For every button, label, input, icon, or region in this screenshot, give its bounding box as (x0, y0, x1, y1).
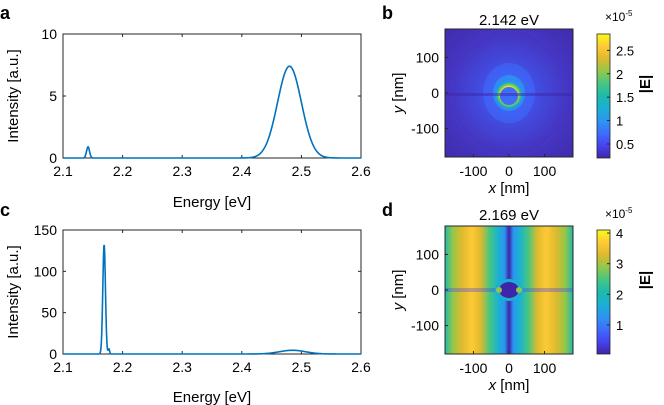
colorbar-tick-label: 0.5 (616, 137, 634, 152)
plot-frame-c (62, 229, 362, 355)
x-tick-label: 100 (533, 360, 557, 376)
x-axis-label-d: x [nm] (488, 377, 530, 394)
colorbar-tick-label: 2 (616, 67, 623, 82)
colorbar-b (596, 33, 611, 159)
plot-frame-a (62, 33, 362, 159)
colorbar-exponent-d: ×10-5 (605, 206, 633, 221)
y-axis-label-a: Intensity [a.u.] (5, 49, 22, 142)
x-tick-label: 2.2 (113, 359, 133, 375)
x-tick-label: 0 (505, 163, 513, 179)
y-tick-label: -100 (411, 121, 439, 137)
x-tick-label: 2.2 (113, 163, 133, 179)
colorbar-tick-label: 1 (616, 318, 623, 333)
y-axis-label-d: y [nm] (390, 270, 407, 312)
panel-label-a: a (0, 3, 11, 23)
y-tick-label: 5 (49, 88, 57, 104)
field-map-d: 2.169 eV -100 0 100 100 0 -100 x [nm] y [nm]… (390, 206, 654, 394)
x-tick-label: 2.1 (53, 163, 73, 179)
field-map-b: 2.142 eV -100 0 100 100 0 -100 x [nm] y [nm]… (390, 9, 654, 197)
x-tick-label: -100 (459, 163, 487, 179)
y-tick-label: 150 (34, 222, 58, 238)
x-tick-label: 2.6 (351, 163, 371, 179)
spectrum-line-a (63, 65, 361, 159)
heatmap-image-d (445, 226, 573, 354)
x-tick-label: 0 (505, 360, 513, 376)
panel-label-b: b (382, 3, 393, 23)
x-tick-label: -100 (459, 360, 487, 376)
y-tick-label: 0 (431, 282, 439, 298)
y-axis-label-b: y [nm] (390, 73, 407, 115)
y-tick-label: 100 (416, 246, 440, 262)
x-axis-label-b: x [nm] (488, 180, 530, 197)
x-axis-label-a: Energy [eV] (173, 194, 251, 211)
spectrum-plot-a: 2.1 2.2 2.3 2.4 2.5 2.6 0 5 10 Energy [eV] Inten… (5, 26, 371, 211)
y-tick-label: -100 (411, 318, 439, 334)
colorbar-exponent-b: ×10-5 (605, 9, 633, 24)
heatmap-image-b (445, 29, 573, 157)
colorbar-tick-label: 2 (616, 287, 623, 302)
y-tick-label: 100 (34, 263, 58, 279)
y-tick-label: 50 (41, 305, 57, 321)
y-tick-label: 10 (41, 26, 57, 42)
y-tick-label: 0 (49, 346, 57, 362)
colorbar-label-b: |E| (637, 75, 654, 93)
x-tick-label: 2.5 (292, 163, 312, 179)
x-tick-label: 2.5 (292, 359, 312, 375)
x-tick-label: 2.4 (232, 359, 252, 375)
colorbar-d (596, 229, 611, 355)
y-tick-label: 0 (431, 85, 439, 101)
y-tick-label: 0 (49, 150, 57, 166)
colorbar-label-d: |E| (637, 271, 654, 289)
x-tick-label: 2.3 (172, 163, 192, 179)
spectrum-line-c (63, 244, 361, 355)
x-axis-label-c: Energy [eV] (173, 389, 251, 405)
x-tick-label: 2.6 (351, 359, 371, 375)
panel-label-d: d (382, 200, 393, 220)
y-tick-label: 100 (416, 49, 440, 65)
map-title-b: 2.142 eV (479, 12, 539, 29)
x-tick-label: 2.3 (172, 359, 192, 375)
colorbar-tick-label: 1.5 (616, 90, 634, 105)
colorbar-tick-label: 4 (616, 226, 623, 241)
x-tick-label: 100 (533, 163, 557, 179)
x-tick-label: 2.4 (232, 163, 252, 179)
y-axis-label-c: Intensity [a.u.] (5, 245, 22, 338)
colorbar-tick-label: 1 (616, 114, 623, 129)
colorbar-tick-label: 2.5 (616, 43, 634, 58)
panel-label-c: c (0, 200, 10, 220)
x-tick-label: 2.1 (53, 359, 73, 375)
map-title-d: 2.169 eV (479, 207, 539, 224)
colorbar-tick-label: 3 (616, 257, 623, 272)
